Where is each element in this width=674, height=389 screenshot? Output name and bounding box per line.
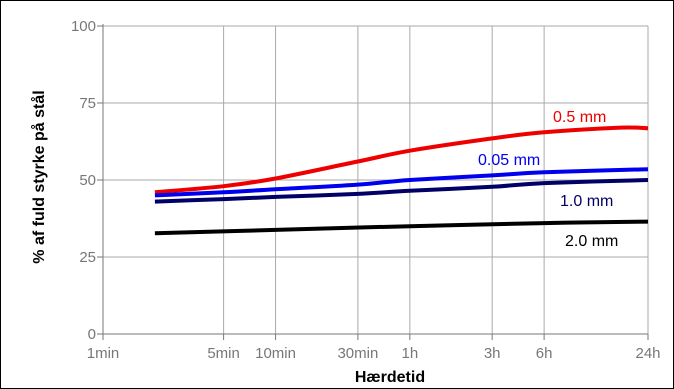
x-tick-label: 5min [207, 345, 240, 362]
x-tick-label: 6h [536, 345, 553, 362]
x-tick-label: 3h [484, 345, 501, 362]
series-labels: 0.5 mm 0.05 mm 1.0 mm 2.0 mm [478, 109, 618, 250]
x-axis-title: Hærdetid [355, 369, 425, 386]
y-tick-label: 75 [79, 95, 96, 112]
x-tick-label: 10min [255, 345, 296, 362]
y-tick-label: 50 [79, 172, 96, 189]
x-tick-label: 24h [635, 345, 660, 362]
series-line-2-0-mm [154, 219, 649, 236]
series-label: 0.05 mm [478, 152, 540, 169]
series-label: 1.0 mm [560, 193, 613, 210]
axes: 0 25 50 75 100 1min 5min 10min 30min 1h 3h 6h 24h [71, 18, 661, 362]
series-label: 0.5 mm [553, 109, 606, 126]
x-tick-label: 1h [401, 345, 418, 362]
series-line-0-5-mm [154, 125, 649, 195]
y-tick-label: 25 [79, 249, 96, 266]
y-tick-label: 100 [71, 18, 96, 35]
x-tick-label: 30min [337, 345, 378, 362]
series-line-0-05-mm [154, 167, 649, 198]
series [154, 125, 649, 236]
x-tick-label: 1min [87, 345, 120, 362]
y-axis-title: % af fuld styrke på stål [30, 90, 48, 263]
y-tick-label: 0 [88, 326, 96, 343]
series-label: 2.0 mm [565, 233, 618, 250]
series-line-1-0-mm [154, 178, 649, 204]
